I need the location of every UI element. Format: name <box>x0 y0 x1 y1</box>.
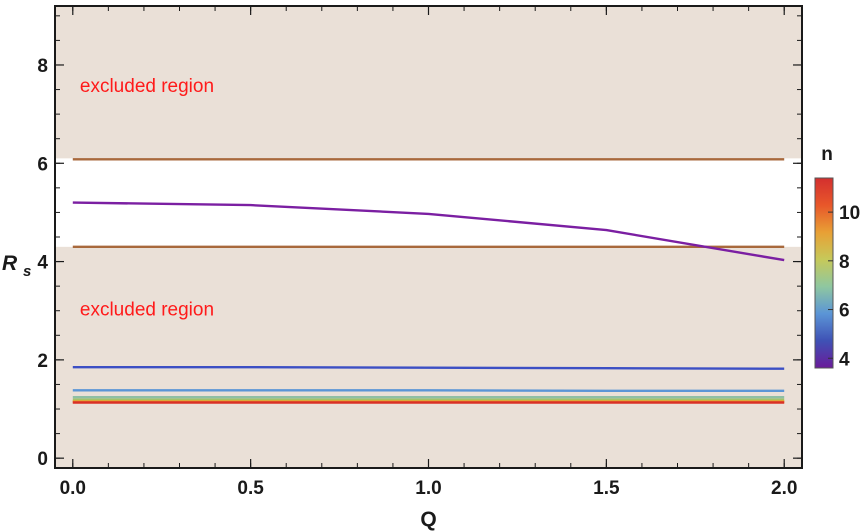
series-line-n4 <box>72 201 785 262</box>
x-tick-label: 0.5 <box>237 478 264 499</box>
colorbar-tick-label: 4 <box>839 349 850 370</box>
x-tick-label: 1.0 <box>415 478 441 499</box>
axis-ticks: 0.0 0.5 1.0 1.5 2.0 0 2 4 6 8 <box>37 6 802 499</box>
colorbar-tick-label: 8 <box>839 252 850 273</box>
excluded-region-label-0: excluded region <box>80 76 214 97</box>
y-axis-label: R s <box>2 252 31 280</box>
y-tick-label: 2 <box>37 351 48 372</box>
series-line-n5 <box>72 366 785 370</box>
excluded-region-0 <box>55 6 802 159</box>
x-tick-label: 1.5 <box>593 478 620 499</box>
y-tick-label: 4 <box>37 253 48 274</box>
excluded-region-1 <box>55 246 802 468</box>
y-tick-label: 6 <box>37 154 48 175</box>
colorbar: n 4 6 8 10 <box>814 144 860 370</box>
x-axis-label: Q <box>420 508 436 531</box>
colorbar-gradient <box>814 177 834 369</box>
excluded-regions <box>55 6 802 468</box>
series-lines <box>72 158 785 404</box>
colorbar-title: n <box>821 144 833 165</box>
x-tick-label: 0.0 <box>60 478 86 499</box>
x-tick-label: 2.0 <box>771 478 797 499</box>
colorbar-tick-label: 10 <box>839 203 860 224</box>
colorbar-tick-label: 6 <box>839 301 850 322</box>
y-axis-label-main: R <box>2 252 18 275</box>
y-axis-label-sub: s <box>23 263 31 280</box>
series-line-n6 <box>72 389 785 392</box>
region-labels: excluded region excluded region <box>80 76 214 321</box>
y-tick-label: 0 <box>37 449 48 470</box>
y-tick-label: 8 <box>37 56 48 77</box>
excluded-region-label-1: excluded region <box>80 300 214 321</box>
